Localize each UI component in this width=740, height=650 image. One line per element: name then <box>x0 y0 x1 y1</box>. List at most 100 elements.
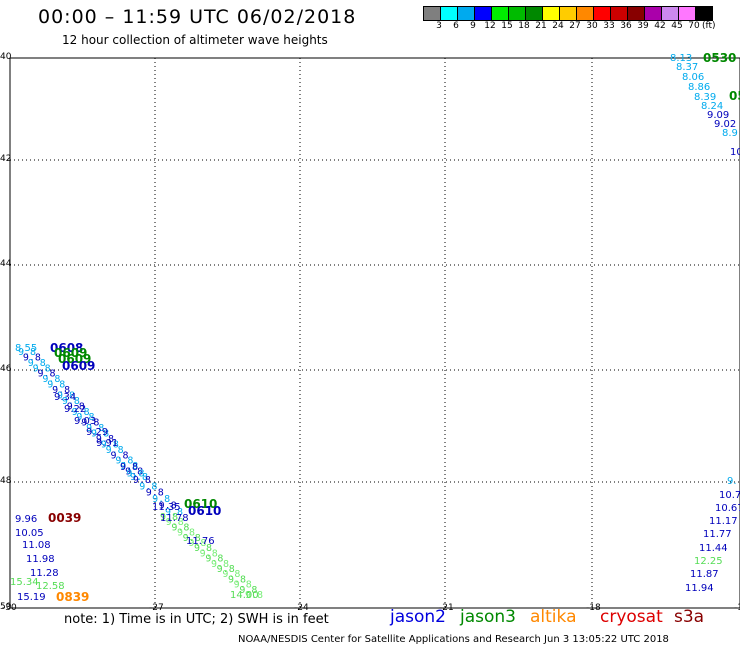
time-label: 0610 <box>188 504 221 518</box>
swh-value: 11.35 <box>152 502 181 513</box>
longitude-label: -30 <box>2 603 17 613</box>
legend-label: 6 <box>453 21 459 31</box>
swh-value: 11.78 <box>160 513 189 524</box>
legend-label: 12 <box>484 21 496 31</box>
legend-label: 33 <box>603 21 615 31</box>
time-labels: 05300506080609060906090610061000390839 <box>48 51 740 604</box>
swath-mark: 9.8 <box>91 429 109 440</box>
time-label: 0609 <box>54 346 87 360</box>
swh-value: 11.08 <box>22 540 51 551</box>
longitude-label: -27 <box>149 603 164 613</box>
swath-mark: 9.8 <box>37 369 55 380</box>
satellite-key-item: s3a <box>674 607 705 627</box>
swath-mark: 9.8 <box>23 352 41 363</box>
swath-mark: 9.8 <box>194 543 212 554</box>
swh-value: 10 <box>730 147 740 158</box>
swath-mark: 9.8 <box>67 401 85 412</box>
swh-value: 8.37 <box>676 62 698 73</box>
time-label: 0530 <box>703 51 736 65</box>
swath-mark: 9.8 <box>166 517 184 528</box>
swath-mark: 9.8 <box>18 347 36 358</box>
swath-mark: 9.8 <box>159 501 177 512</box>
legend-label: 15 <box>501 21 513 31</box>
legend-label: 21 <box>535 21 547 31</box>
swh-value: 11.76 <box>186 536 215 547</box>
map-subtitle: 12 hour collection of altimeter wave hei… <box>62 33 328 47</box>
swh-value: 8.13 <box>670 53 692 64</box>
satellite-swaths: 9.89.89.89.89.89.89.89.89.89.89.89.89.89… <box>18 347 263 601</box>
time-label: 05 <box>729 89 740 103</box>
legend-label: 27 <box>569 21 581 31</box>
swath-mark: 9.8 <box>120 462 138 473</box>
swh-value: 8.55 <box>15 343 37 354</box>
swh-value: 12.58 <box>36 581 65 592</box>
swh-value: 9. <box>727 476 737 487</box>
swath-mark: 9.8 <box>171 522 189 533</box>
swh-value: 9.29 <box>86 427 108 438</box>
swh-value: 11.17 <box>709 516 738 527</box>
swh-value: 14.00 <box>230 590 259 601</box>
swath-mark: 9.8 <box>33 363 51 374</box>
legend-label: 9 <box>470 21 476 31</box>
swath-mark: 9.8 <box>115 456 133 467</box>
swath-mark: 9.8 <box>130 472 148 483</box>
swh-value: 8.9 <box>722 128 738 139</box>
swh-value: 8.86 <box>688 82 710 93</box>
swath-mark: 9.8 <box>96 434 114 445</box>
latitude-label: 50 <box>0 602 12 612</box>
legend-label: 24 <box>552 21 564 31</box>
latitude-label: 44 <box>0 259 12 269</box>
satellite-key-item: jason2 <box>390 607 446 627</box>
swath-mark: 9.8 <box>188 538 206 549</box>
legend-label: 30 <box>586 21 598 31</box>
longitude-label: -15 <box>734 603 740 613</box>
swath-mark: 9.8 <box>47 380 65 391</box>
swh-value: 11.28 <box>30 568 59 579</box>
swath-mark: 9.8 <box>76 412 94 423</box>
swath-mark: 9.8 <box>62 396 80 407</box>
swh-value: 8.39 <box>694 92 716 103</box>
legend-label: 39 <box>637 21 649 31</box>
swh-value: 9.91 <box>96 438 118 449</box>
swath-mark: 9.8 <box>234 580 252 591</box>
swh-value: 10.67 <box>715 503 740 514</box>
swath-mark: 9.8 <box>200 548 218 559</box>
swath-mark: 9.8 <box>133 475 151 486</box>
swh-value: 11.77 <box>703 529 732 540</box>
swath-mark: 9.8 <box>125 467 143 478</box>
time-label: 0609 <box>62 359 95 373</box>
swath-mark: 9.8 <box>165 507 183 518</box>
longitude-label: -24 <box>294 603 309 613</box>
satellite-key-item: cryosat <box>600 607 663 627</box>
legend-unit: (ft) <box>702 21 716 31</box>
swath-mark: 9.8 <box>42 374 60 385</box>
swath-mark: 9.8 <box>239 585 257 596</box>
swh-value: 11.94 <box>685 583 714 594</box>
map-title: 00:00 – 11:59 UTC 06/02/2018 <box>38 6 357 28</box>
swath-mark: 9.8 <box>228 574 246 585</box>
swath-mark: 9.8 <box>101 439 119 450</box>
time-label: 0608 <box>50 341 83 355</box>
satellite-key-item: altika <box>530 607 577 627</box>
latitude-label: 46 <box>0 364 12 374</box>
swath-mark: 9.8 <box>52 385 70 396</box>
legend-label: 42 <box>654 21 666 31</box>
swh-value: 9.09 <box>707 110 729 121</box>
swh-value: 12.25 <box>694 556 723 567</box>
swh-value: 9.22 <box>64 404 86 415</box>
legend-label: 18 <box>518 21 530 31</box>
map-frame <box>9 57 740 609</box>
latitude-label: 42 <box>0 154 12 164</box>
swath-mark: 9.8 <box>57 390 75 401</box>
time-label: 0839 <box>56 590 89 604</box>
swath-mark: 9.8 <box>177 528 195 539</box>
swath-mark: 9.8 <box>72 407 90 418</box>
swh-value: 8.24 <box>701 101 723 112</box>
swath-mark: 9.8 <box>28 358 46 369</box>
swh-value: 11.44 <box>699 543 728 554</box>
swath-mark: 9.8 <box>160 512 178 523</box>
swh-value: 15.19 <box>17 592 46 603</box>
color-legend <box>423 6 713 21</box>
longitude-label: -21 <box>439 603 454 613</box>
